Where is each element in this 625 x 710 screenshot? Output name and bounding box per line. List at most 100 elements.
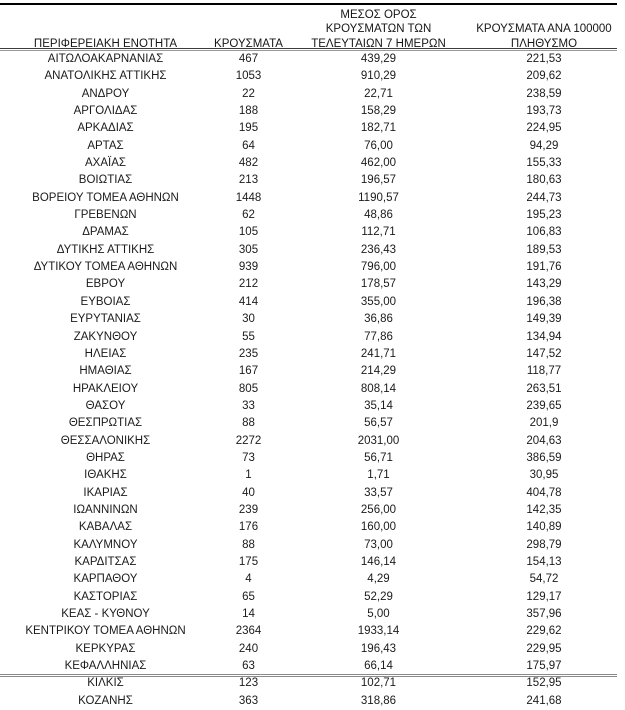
cell-regional-unit: ΕΒΡΟΥ bbox=[85, 278, 126, 291]
table-row: ΚΕΡΚΥΡΑΣ 240 196,43 229,95 bbox=[0, 641, 617, 658]
cell-cases: 2272 bbox=[235, 434, 262, 447]
table-row: ΑΡΚΑΔΙΑΣ 195 182,71 224,95 bbox=[0, 120, 617, 137]
cell-seven-day-average: 112,71 bbox=[361, 226, 396, 239]
cell-cases-per-100000: 175,97 bbox=[526, 660, 562, 673]
cell-cases-per-100000: 154,13 bbox=[526, 555, 562, 568]
cell-regional-unit: ΚΙΛΚΙΣ bbox=[87, 677, 124, 690]
cell-seven-day-average: 2031,00 bbox=[357, 434, 400, 447]
cell-seven-day-average: 808,14 bbox=[360, 382, 397, 395]
table-row: ΗΡΑΚΛΕΙΟΥ 805 808,14 263,51 bbox=[0, 381, 617, 398]
table-row: ΑΝΔΡΟΥ 22 22,71 238,59 bbox=[0, 86, 617, 103]
cell-regional-unit: ΘΕΣΣΑΛΟΝΙΚΗΣ bbox=[60, 434, 151, 447]
cell-seven-day-average: 196,57 bbox=[360, 174, 397, 187]
cell-seven-day-average: 182,71 bbox=[360, 122, 397, 135]
cell-cases: 1448 bbox=[235, 191, 262, 204]
cell-seven-day-average: 33,57 bbox=[364, 486, 393, 499]
cell-cases: 167 bbox=[238, 365, 259, 378]
cell-cases: 63 bbox=[242, 660, 255, 673]
cell-regional-unit: ΙΩΑΝΝΙΝΩΝ bbox=[73, 503, 138, 516]
cell-seven-day-average: 318,86 bbox=[360, 694, 397, 707]
cell-regional-unit: ΕΥΡΥΤΑΝΙΑΣ bbox=[70, 313, 141, 326]
cell-seven-day-average: 158,29 bbox=[360, 105, 397, 118]
cell-regional-unit: ΖΑΚΥΝΘΟΥ bbox=[73, 330, 138, 343]
table-row: ΔΡΑΜΑΣ 105 112,71 106,83 bbox=[0, 224, 617, 241]
cell-seven-day-average: 146,14 bbox=[360, 555, 397, 568]
cell-seven-day-average: 22,71 bbox=[364, 87, 393, 100]
cell-cases: 62 bbox=[242, 209, 255, 222]
cell-cases: 14 bbox=[242, 608, 255, 620]
cell-seven-day-average: 77,86 bbox=[364, 330, 393, 343]
cell-cases-per-100000: 30,95 bbox=[529, 469, 559, 482]
cell-seven-day-average: 35,14 bbox=[364, 399, 393, 412]
cell-seven-day-average: 196,43 bbox=[360, 642, 397, 655]
cell-seven-day-average: 73,00 bbox=[364, 538, 393, 551]
cell-seven-day-average: 56,57 bbox=[364, 417, 393, 430]
cell-cases: 482 bbox=[238, 157, 259, 170]
cell-cases: 195 bbox=[238, 122, 259, 135]
cell-cases-per-100000: 149,39 bbox=[526, 313, 562, 326]
cell-cases-per-100000: 196,38 bbox=[526, 295, 562, 308]
cell-seven-day-average: 66,14 bbox=[364, 660, 393, 673]
table-row: ΚΑΡΔΙΤΣΑΣ 175 146,14 154,13 bbox=[0, 554, 617, 571]
table-row: ΔΥΤΙΚΗΣ ΑΤΤΙΚΗΣ 305 236,43 189,53 bbox=[0, 242, 617, 259]
table-row: ΚΑΒΑΛΑΣ 176 160,00 140,89 bbox=[0, 519, 617, 536]
cell-seven-day-average: 1,71 bbox=[367, 469, 390, 482]
table-row: ΚΙΛΚΙΣ 123 102,71 152,95 bbox=[0, 675, 617, 692]
cell-cases: 414 bbox=[238, 295, 259, 308]
cell-cases-per-100000: 209,62 bbox=[526, 70, 562, 83]
cell-cases: 213 bbox=[238, 174, 259, 187]
regional-cases-table-container: ΠΕΡΙΦΕΡΕΙΑΚΗ ΕΝΟΤΗΤΑ ΚΡΟΥΣΜΑΤΑ ΜΕΣΟΣ ΟΡΟ… bbox=[0, 3, 617, 707]
cell-regional-unit: ΑΝΔΡΟΥ bbox=[81, 87, 130, 100]
cell-regional-unit: ΚΟΖΑΝΗΣ bbox=[78, 694, 133, 707]
table-row: ΗΛΕΙΑΣ 235 241,71 147,52 bbox=[0, 346, 617, 363]
column-header-regional-unit: ΠΕΡΙΦΕΡΕΙΑΚΗ ΕΝΟΤΗΤΑ bbox=[33, 37, 178, 50]
cell-regional-unit: ΗΜΑΘΙΑΣ bbox=[79, 365, 132, 378]
table-row: ΚΕΝΤΡΙΚΟΥ ΤΟΜΕΑ ΑΘΗΝΩΝ 2364 1933,14 229,62 bbox=[0, 623, 617, 640]
table-row: ΒΟΡΕΙΟΥ ΤΟΜΕΑ ΑΘΗΝΩΝ 1448 1190,57 244,73 bbox=[0, 190, 617, 207]
table-row: ΑΝΑΤΟΛΙΚΗΣ ΑΤΤΙΚΗΣ 1053 910,29 209,62 bbox=[0, 68, 617, 85]
cell-cases-per-100000: 147,52 bbox=[526, 347, 562, 360]
cell-regional-unit: ΚΕΝΤΡΙΚΟΥ ΤΟΜΕΑ ΑΘΗΝΩΝ bbox=[25, 625, 186, 638]
table-row: ΒΟΙΩΤΙΑΣ 213 196,57 180,63 bbox=[0, 172, 617, 189]
cell-cases: 123 bbox=[238, 677, 259, 690]
table-row: ΘΕΣΠΡΩΤΙΑΣ 88 56,57 201,9 bbox=[0, 415, 617, 432]
cell-regional-unit: ΚΑΛΥΜΝΟΥ bbox=[73, 538, 138, 551]
cell-cases: 4 bbox=[245, 573, 252, 586]
column-header-seven-day-average: ΜΕΣΟΣ ΟΡΟΣ ΚΡΟΥΣΜΑΤΩΝ ΤΩΝ ΤΕΛΕΥΤΑΙΩΝ 7 Η… bbox=[311, 8, 446, 50]
table-row: ΔΥΤΙΚΟΥ ΤΟΜΕΑ ΑΘΗΝΩΝ 939 796,00 191,76 bbox=[0, 259, 617, 276]
cell-regional-unit: ΚΑΡΠΑΘΟΥ bbox=[73, 573, 138, 586]
cell-cases: 40 bbox=[242, 486, 255, 499]
cell-cases: 33 bbox=[242, 399, 255, 412]
cell-cases-per-100000: 189,53 bbox=[526, 243, 562, 256]
column-header-cases: ΚΡΟΥΣΜΑΤΑ bbox=[214, 37, 283, 50]
cell-seven-day-average: 52,29 bbox=[364, 590, 393, 603]
cell-regional-unit: ΔΥΤΙΚΗΣ ΑΤΤΙΚΗΣ bbox=[56, 243, 155, 256]
table-row: ΙΘΑΚΗΣ 1 1,71 30,95 bbox=[0, 467, 617, 484]
cell-cases: 88 bbox=[242, 417, 255, 430]
cell-regional-unit: ΑΙΤΩΛΟΑΚΑΡΝΑΝΙΑΣ bbox=[47, 53, 164, 65]
cell-cases-per-100000: 229,95 bbox=[526, 642, 562, 655]
table-row: ΙΚΑΡΙΑΣ 40 33,57 404,78 bbox=[0, 485, 617, 502]
cell-seven-day-average: 56,71 bbox=[364, 451, 393, 464]
cell-seven-day-average: 1190,57 bbox=[358, 191, 399, 204]
cell-cases-per-100000: 241,68 bbox=[526, 694, 562, 707]
cell-cases-per-100000: 195,23 bbox=[526, 209, 562, 222]
cell-cases: 176 bbox=[238, 521, 259, 534]
cell-regional-unit: ΚΑΣΤΟΡΙΑΣ bbox=[73, 590, 138, 603]
table-row: ΚΑΡΠΑΘΟΥ 4 4,29 54,72 bbox=[0, 571, 617, 588]
table-row: ΑΧΑΪΑΣ 482 462,00 155,33 bbox=[0, 155, 617, 172]
table-row: ΚΟΖΑΝΗΣ 363 318,86 241,68 bbox=[0, 693, 617, 710]
table-row: ΕΥΒΟΙΑΣ 414 355,00 196,38 bbox=[0, 294, 617, 311]
cell-seven-day-average: 5,00 bbox=[367, 608, 390, 620]
table-top-rule bbox=[0, 3, 617, 5]
cell-cases: 1053 bbox=[235, 70, 262, 83]
cell-cases: 55 bbox=[242, 330, 255, 343]
cell-cases: 105 bbox=[238, 226, 259, 239]
cell-cases-per-100000: 191,76 bbox=[526, 261, 562, 274]
table-row: ΘΑΣΟΥ 33 35,14 239,65 bbox=[0, 398, 617, 415]
cell-cases: 239 bbox=[238, 503, 259, 516]
cell-cases-per-100000: 180,63 bbox=[526, 174, 562, 187]
cell-regional-unit: ΒΟΙΩΤΙΑΣ bbox=[78, 174, 133, 187]
cell-cases: 30 bbox=[242, 313, 255, 326]
cell-cases: 363 bbox=[238, 694, 259, 707]
